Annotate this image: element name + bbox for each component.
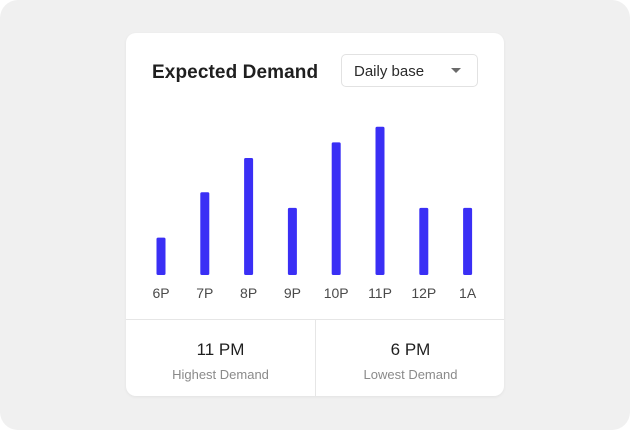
bar-9P <box>287 207 297 275</box>
bar-7P <box>200 192 210 275</box>
x-tick-label: 1A <box>459 285 477 301</box>
period-dropdown[interactable]: Daily base <box>341 54 478 87</box>
bar-11P <box>375 126 385 275</box>
x-tick-label: 7P <box>196 285 213 301</box>
lowest-demand-label: Lowest Demand <box>363 367 458 382</box>
lowest-demand-value: 6 PM <box>390 340 431 359</box>
card-title: Expected Demand <box>152 62 319 83</box>
lowest-demand-stat: 6 PM Lowest Demand <box>316 320 504 396</box>
bar-1A <box>463 207 473 275</box>
x-tick-label: 6P <box>152 285 169 301</box>
bar-8P <box>244 158 254 275</box>
expected-demand-card: Expected Demand Daily base 6P 7P 8P 9P 10P 11… <box>126 33 504 396</box>
bar-6P <box>156 237 166 275</box>
demand-bar-chart: 6P 7P 8P 9P 10P 11P 12P 1A <box>126 33 504 313</box>
horizontal-divider <box>126 319 504 320</box>
x-tick-label: 9P <box>284 285 301 301</box>
highest-demand-stat: 11 PM Highest Demand <box>126 320 315 396</box>
bar-12P <box>419 207 429 275</box>
bar-10P <box>331 142 341 275</box>
period-dropdown-label: Daily base <box>354 63 425 80</box>
x-tick-label: 11P <box>368 285 392 301</box>
highest-demand-value: 11 PM <box>196 340 245 359</box>
x-tick-label: 8P <box>240 285 257 301</box>
highest-demand-label: Highest Demand <box>172 367 269 382</box>
caret-down-icon <box>451 68 461 73</box>
x-tick-label: 12P <box>411 285 436 301</box>
demand-chart-svg: 6P 7P 8P 9P 10P 11P 12P 1A <box>152 126 477 301</box>
x-tick-label: 10P <box>324 285 349 301</box>
vertical-divider <box>315 320 316 396</box>
